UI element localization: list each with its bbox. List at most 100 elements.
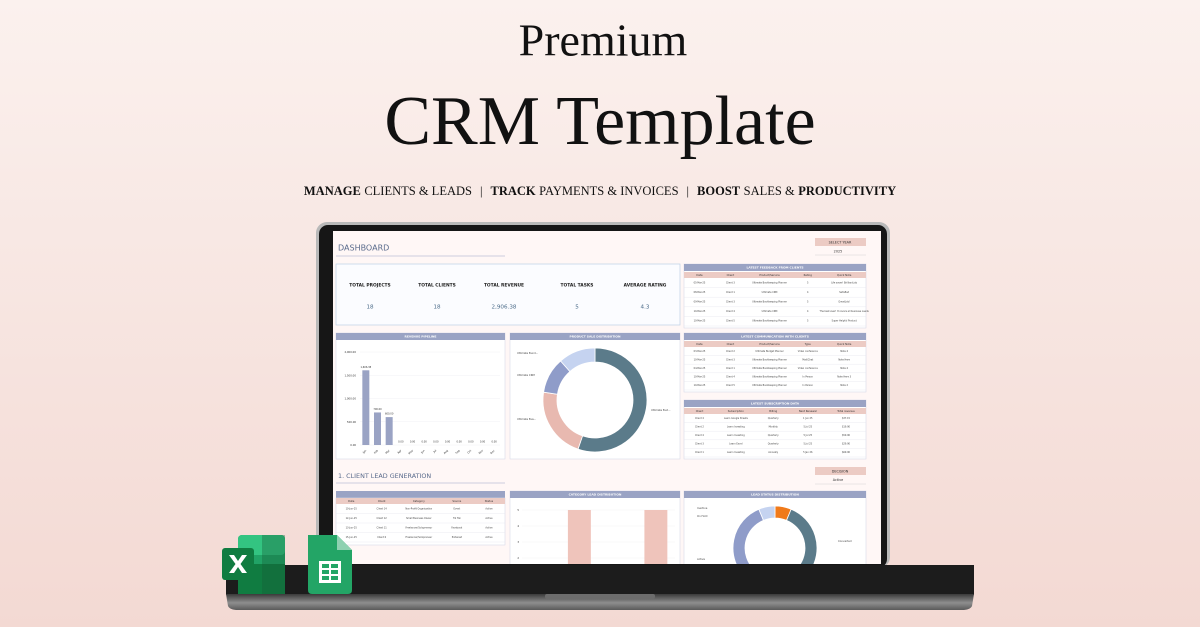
x-tick-label: Apr [396, 448, 403, 455]
table-cell: 4 [807, 291, 809, 294]
panel-title: CATEGORY LEAD DISTRIBUTION [569, 493, 622, 497]
table-cell: 5 [807, 281, 809, 284]
y-tick-label: 2 [517, 556, 519, 560]
table-cell: Client 4 [726, 310, 735, 313]
table-cell: 5 [807, 301, 809, 304]
table-cell: $29.90 [842, 443, 851, 446]
table-cell: $19.90 [842, 425, 851, 428]
headline: CRM Template [384, 83, 815, 160]
legend-label: Active [697, 557, 705, 561]
legend-label: Converted [838, 539, 852, 543]
table-cell: 08-Mar-25 [694, 291, 706, 294]
table-cell: 10-Mar-25 [694, 310, 706, 313]
year-label: SELECT YEAR [829, 240, 852, 244]
column-header: Quick Note [837, 342, 852, 346]
x-tick-label: Mar [384, 448, 391, 455]
panel-title: LATEST SUBSCRIPTION DATA [751, 402, 800, 406]
column-header: Source [452, 499, 461, 503]
panel-header [510, 491, 680, 498]
table-cell: Facebook [451, 526, 462, 529]
legend-label: Ultimate Bus... [517, 417, 536, 421]
table-cell: 13-Jun-25 [346, 526, 358, 529]
table-cell: Client 1 [695, 451, 704, 454]
x-tick-label: May [407, 448, 414, 455]
panel-header [336, 333, 505, 340]
x-tick-label: Jun [419, 448, 426, 455]
y-tick-label: 2,000.00 [344, 350, 356, 354]
tagline-part: PAYMENTS & INVOICES [539, 184, 678, 198]
table-cell: Client 11 [376, 526, 387, 529]
table-cell: 4 [807, 310, 809, 313]
table-cell: Ultimate Bookkeeping Planner [752, 367, 787, 370]
y-tick-label: 3 [517, 540, 519, 544]
table-cell: 1 Jun 25 [803, 417, 813, 420]
x-tick-label: Dec [489, 448, 496, 455]
table-cell: Ultimate Bookkeeping Planner [752, 281, 787, 284]
x-tick-label: Aug [442, 448, 449, 455]
decision-label-box [815, 467, 866, 475]
panel-header [684, 400, 866, 407]
table-cell: Client 4 [695, 417, 704, 420]
dashboard: DASHBOARD SELECT YEAR 2025 TOTAL PROJECTS 18… [335, 238, 870, 564]
table-cell: Note 2 [840, 384, 848, 387]
laptop-base [226, 594, 974, 610]
data-label: 0.00 [480, 441, 486, 444]
table-cell: Note 4 [840, 367, 848, 370]
table-cell: Client 4 [695, 434, 704, 437]
table-cell: Video conference [798, 350, 819, 353]
bar [644, 510, 668, 564]
data-label: 0.00 [410, 441, 416, 444]
table-cell: Client 6 [377, 536, 386, 539]
table-cell: Annually [768, 451, 779, 454]
table-cell: Pinterest [452, 536, 462, 539]
laptop-notch [545, 594, 655, 599]
table-cell: 5 Jul 25 [803, 434, 812, 437]
data-label: 700.00 [373, 408, 382, 411]
y-tick-label: 5 [517, 508, 519, 512]
panel-header [684, 264, 866, 271]
y-tick-label: 4 [517, 524, 519, 528]
table-cell: Quarterly [768, 443, 780, 446]
x-tick-label: Sep [454, 448, 461, 455]
tagline-part: BOOST [697, 184, 741, 198]
table-cell: Client 14 [376, 507, 387, 510]
year-label-box [815, 238, 866, 246]
table-cell: Client 12 [376, 517, 387, 520]
sheets-icon [308, 535, 352, 594]
kpi-box [335, 263, 681, 326]
kpi-label: TOTAL REVENUE [484, 283, 524, 289]
table-header [684, 408, 866, 414]
excel-icon [222, 535, 285, 594]
eyebrow: Premium [519, 15, 688, 66]
column-header: Product/Service [759, 273, 780, 277]
table-cell: Non-Profit Organization [405, 507, 432, 510]
table-cell: Client 3 [726, 358, 735, 361]
table-cell: Video conference [798, 367, 819, 370]
panel-header [684, 491, 866, 498]
bar [374, 412, 381, 445]
tagline-part: TRACK [490, 184, 535, 198]
table-cell: 04-Mar-25 [694, 367, 706, 370]
tagline-part: | [687, 184, 690, 198]
table-cell: Ultimate Bookkeeping Planner [752, 384, 787, 387]
panel [683, 490, 867, 564]
table-header [684, 272, 866, 278]
tagline: MANAGE CLIENTS & LEADS | TRACK PAYMENTS & IN… [304, 184, 896, 198]
table-cell: Life saver! Brilliant job [831, 281, 857, 284]
table-cell: 10-Mar-25 [694, 376, 706, 379]
table-cell: Client 3 [726, 281, 735, 284]
data-label: 0.00 [422, 441, 428, 444]
table-cell: Quarterly [768, 417, 780, 420]
table-header [336, 498, 505, 504]
column-header: Type [805, 342, 811, 346]
donut-segment [577, 347, 648, 453]
table-cell: Freelancer/Solopreneur [405, 536, 432, 539]
tagline-part: MANAGE [304, 184, 361, 198]
column-header: Date [696, 273, 703, 277]
legend-label: On Hold [697, 514, 708, 518]
donut-segment [560, 347, 596, 373]
table-cell: Client 1 [726, 367, 735, 370]
column-header: Client [727, 342, 735, 346]
panel-header [684, 333, 866, 340]
